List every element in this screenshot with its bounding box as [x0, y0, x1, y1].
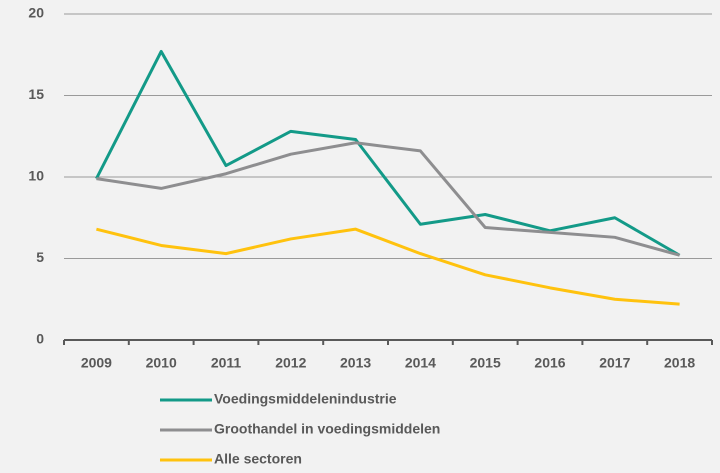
- legend-label: Groothandel in voedingsmiddelen: [214, 421, 440, 437]
- series-line: [96, 227, 680, 306]
- y-tick-label: 0: [36, 331, 44, 347]
- series-line: [96, 141, 681, 257]
- x-tick-label: 2010: [146, 355, 177, 371]
- legend-label: Voedingsmiddelenindustrie: [214, 391, 397, 407]
- x-tick-label: 2017: [599, 355, 630, 371]
- y-tick-label: 20: [28, 5, 44, 21]
- legend-label: Alle sectoren: [214, 451, 302, 467]
- x-tick-label: 2016: [534, 355, 565, 371]
- y-tick-label: 10: [28, 168, 44, 184]
- x-tick-label: 2018: [664, 355, 695, 371]
- x-tick-label: 2012: [275, 355, 306, 371]
- series-line: [95, 49, 681, 257]
- x-tick-label: 2013: [340, 355, 371, 371]
- y-tick-label: 15: [28, 86, 44, 102]
- x-tick-label: 2009: [81, 355, 112, 371]
- y-tick-label: 5: [36, 249, 44, 265]
- x-tick-label: 2014: [405, 355, 436, 371]
- x-tick-label: 2015: [470, 355, 501, 371]
- x-tick-label: 2011: [211, 355, 242, 371]
